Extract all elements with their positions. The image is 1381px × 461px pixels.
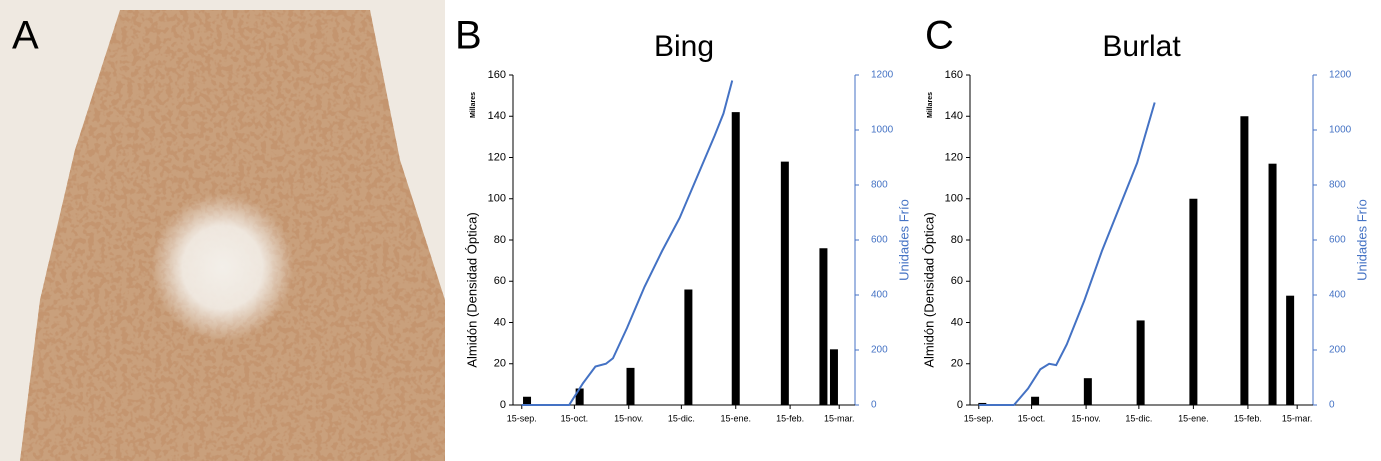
chart-title: Burlat bbox=[1102, 30, 1181, 63]
x-tick-label: 15-nov. bbox=[614, 413, 643, 423]
panel-label: C bbox=[925, 14, 954, 58]
y-unit: Millares bbox=[927, 92, 934, 118]
x-tick-label: 15-nov. bbox=[1071, 413, 1100, 423]
y2-tick-label: 600 bbox=[1329, 235, 1346, 246]
y-tick-label: 20 bbox=[494, 358, 506, 370]
y-unit: Millares bbox=[470, 92, 477, 118]
bar bbox=[1031, 396, 1040, 405]
y-tick-label: 80 bbox=[951, 234, 963, 246]
y-tick-label: 140 bbox=[488, 110, 506, 122]
y-tick-label: 140 bbox=[945, 110, 963, 122]
y2-tick-label: 600 bbox=[871, 235, 888, 246]
y-tick-label: 120 bbox=[945, 151, 963, 163]
chart: Bing 0 20 40 60 80 100 120 140 160 0 200 400 600 800 10… bbox=[464, 30, 911, 423]
y-tick-label: 120 bbox=[488, 151, 506, 163]
y2-tick-label: 400 bbox=[1329, 290, 1346, 301]
bar bbox=[1286, 295, 1295, 405]
bar bbox=[626, 367, 635, 405]
bar bbox=[684, 289, 693, 405]
line bbox=[978, 102, 1156, 406]
x-tick-label: 15-ene. bbox=[720, 413, 751, 423]
y-axis-label: Almidón (Densidad Óptica) bbox=[921, 212, 936, 367]
y2-tick-label: 400 bbox=[871, 290, 888, 301]
y-tick-label: 60 bbox=[951, 275, 963, 287]
y-tick-label: 0 bbox=[957, 399, 963, 411]
bar bbox=[819, 248, 828, 405]
y2-axis-label: Unidades Frío bbox=[1354, 199, 1369, 281]
x-tick-label: 15-dic. bbox=[1125, 413, 1152, 423]
y2-tick-label: 0 bbox=[1329, 400, 1335, 411]
y2-tick-label: 800 bbox=[871, 180, 888, 191]
line bbox=[521, 80, 734, 406]
y2-tick-label: 200 bbox=[871, 345, 888, 356]
y-tick-label: 160 bbox=[488, 69, 506, 81]
x-tick-label: 15-sep. bbox=[507, 413, 537, 423]
x-tick-label: 15-sep. bbox=[964, 413, 994, 423]
y-tick-label: 40 bbox=[951, 316, 963, 328]
chart-title: Bing bbox=[654, 30, 714, 63]
y2-tick-label: 1000 bbox=[1329, 125, 1352, 136]
x-tick-label: 15-ene. bbox=[1178, 413, 1209, 423]
y2-tick-label: 200 bbox=[1329, 345, 1346, 356]
bar bbox=[978, 402, 987, 405]
panel-label: B bbox=[455, 14, 482, 58]
y-tick-label: 80 bbox=[494, 234, 506, 246]
x-tick-label: 15-oct. bbox=[561, 413, 589, 423]
y-axis-label: Almidón (Densidad Óptica) bbox=[464, 212, 479, 367]
x-tick-label: 15-feb. bbox=[1234, 413, 1262, 423]
y2-tick-label: 1200 bbox=[1329, 70, 1352, 81]
bar bbox=[1083, 378, 1092, 405]
y2-axis-label: Unidades Frío bbox=[896, 199, 911, 281]
y-tick-label: 60 bbox=[494, 275, 506, 287]
bar bbox=[1189, 198, 1198, 405]
x-tick-label: 15-dic. bbox=[668, 413, 695, 423]
bar bbox=[523, 396, 532, 405]
bar bbox=[731, 112, 740, 405]
bar bbox=[780, 161, 789, 405]
y-tick-label: 0 bbox=[500, 399, 506, 411]
y2-tick-label: 1200 bbox=[871, 70, 894, 81]
x-tick-label: 15-feb. bbox=[776, 413, 804, 423]
panel-label: A bbox=[12, 14, 39, 58]
y-tick-label: 160 bbox=[945, 69, 963, 81]
y-tick-label: 100 bbox=[945, 193, 963, 205]
bar bbox=[829, 349, 838, 405]
bar bbox=[1240, 116, 1249, 405]
y-tick-label: 100 bbox=[488, 193, 506, 205]
y2-tick-label: 1000 bbox=[871, 125, 894, 136]
photo-panel bbox=[0, 0, 445, 461]
x-tick-label: 15-mar. bbox=[824, 413, 855, 423]
bar bbox=[1136, 320, 1145, 405]
y-tick-label: 20 bbox=[951, 358, 963, 370]
chart: Burlat 0 20 40 60 80 100 120 140 160 0 200 400 600 800… bbox=[921, 30, 1369, 423]
bar bbox=[575, 388, 584, 405]
bar bbox=[1268, 163, 1277, 405]
y2-tick-label: 0 bbox=[871, 400, 877, 411]
x-tick-label: 15-oct. bbox=[1018, 413, 1046, 423]
y-tick-label: 40 bbox=[494, 316, 506, 328]
y2-tick-label: 800 bbox=[1329, 180, 1346, 191]
x-tick-label: 15-mar. bbox=[1282, 413, 1313, 423]
